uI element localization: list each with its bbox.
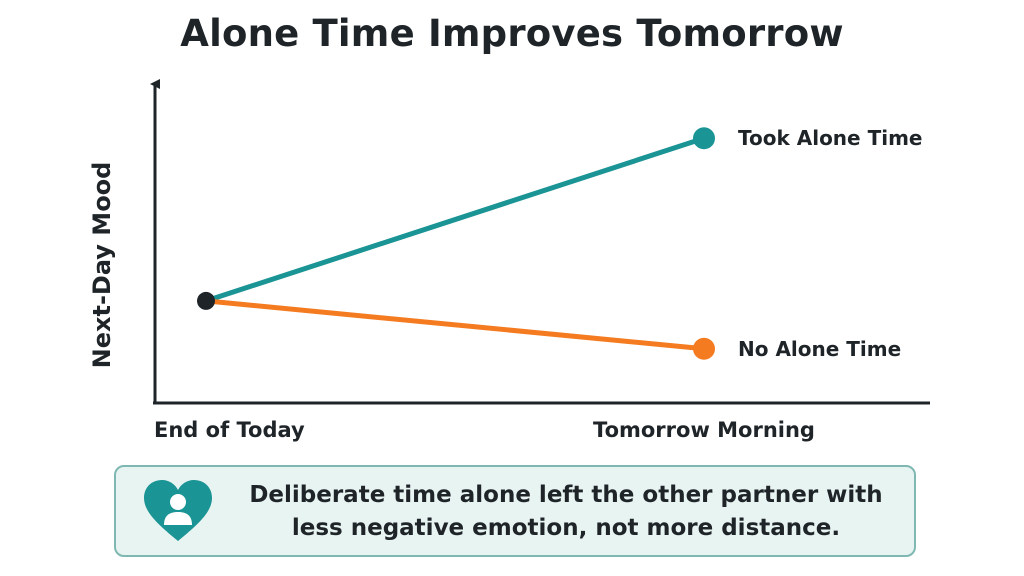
series-line-took-alone-time <box>203 135 707 304</box>
end-point-no-alone-time <box>693 337 715 360</box>
x-tick-labels: End of Today Tomorrow Morning <box>154 418 815 442</box>
y-axis-label: Next-Day Mood <box>88 162 116 369</box>
series-label-took-alone-time: Took Alone Time <box>738 126 922 150</box>
end-point-took-alone-time <box>693 127 715 150</box>
callout-text: Deliberate time alone left the other par… <box>249 482 883 541</box>
heart-person-icon <box>144 480 212 541</box>
start-point <box>197 291 215 310</box>
series-layer: Took Alone Time No Alone Time <box>197 126 922 361</box>
x-tick-label: Tomorrow Morning <box>593 418 815 442</box>
x-tick-label: End of Today <box>154 418 305 442</box>
chart-title: Alone Time Improves Tomorrow <box>180 12 844 55</box>
series-line-no-alone-time <box>203 298 707 352</box>
line-chart: Next-Day Mood Took Alone Time No Alone Ti… <box>88 79 930 442</box>
series-label-no-alone-time: No Alone Time <box>738 337 901 361</box>
key-finding-callout: Deliberate time alone left the other par… <box>114 465 916 557</box>
